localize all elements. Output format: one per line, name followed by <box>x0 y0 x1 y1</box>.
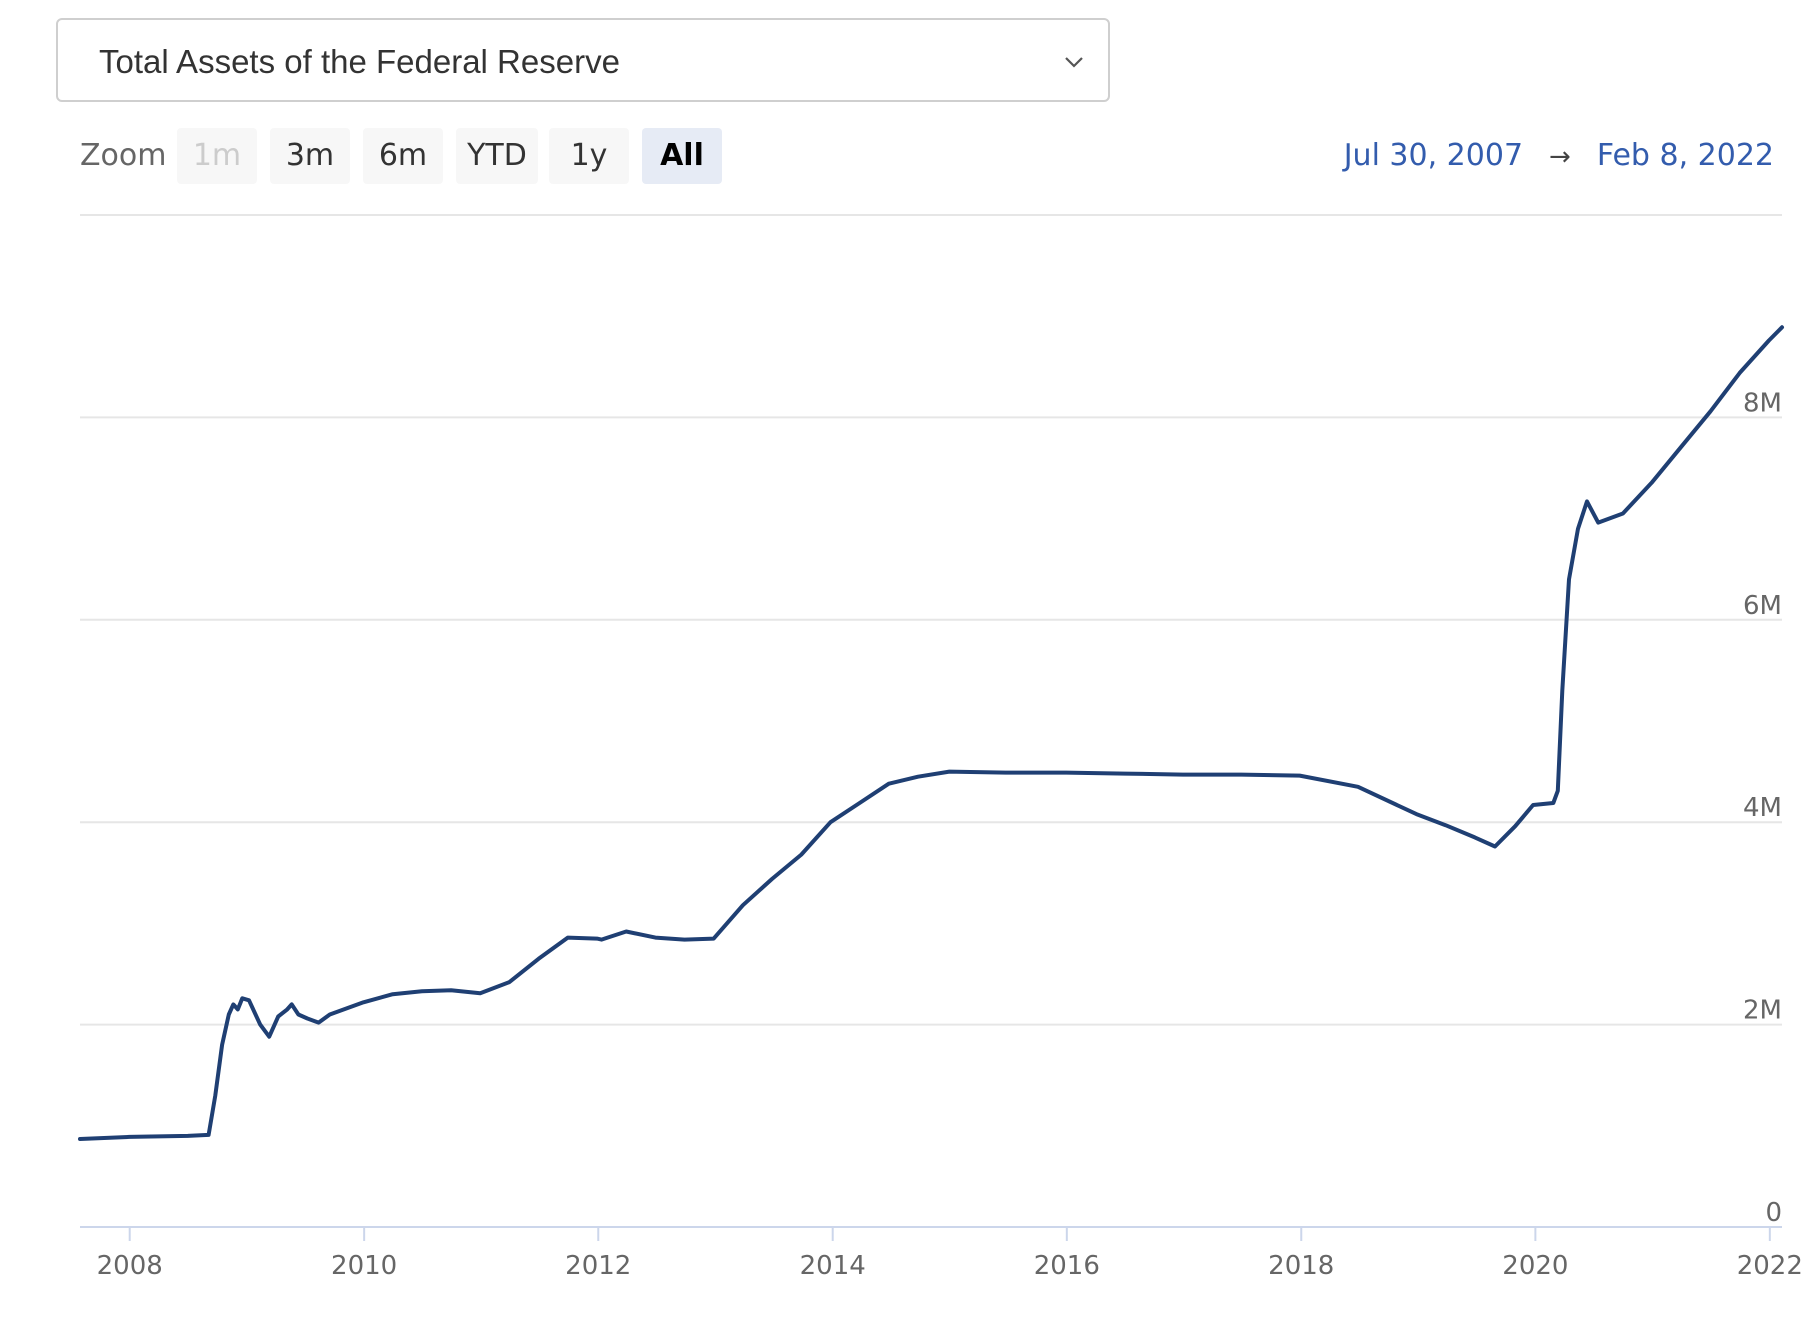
x-tick-label: 2018 <box>1268 1251 1334 1281</box>
x-tick-label: 2010 <box>331 1251 397 1281</box>
range-to[interactable]: Feb 8, 2022 <box>1596 138 1774 173</box>
y-tick-label: 2M <box>1743 996 1782 1026</box>
range-from[interactable]: Jul 30, 2007 <box>1343 138 1524 173</box>
zoom-button-ytd[interactable]: YTD <box>456 128 538 184</box>
series-selector[interactable]: Total Assets of the Federal Reserve <box>56 18 1110 102</box>
zoom-button-6m[interactable]: 6m <box>363 128 443 184</box>
x-tick-label: 2014 <box>800 1251 866 1281</box>
x-tick-label: 2016 <box>1034 1251 1100 1281</box>
y-tick-label: 8M <box>1743 388 1782 418</box>
zoom-button-all[interactable]: All <box>642 128 722 184</box>
range-arrow: → <box>1549 142 1571 172</box>
x-tick-label: 2020 <box>1502 1251 1568 1281</box>
chevron-down-icon <box>1065 57 1083 68</box>
zoom-label: Zoom <box>80 138 167 173</box>
y-tick-label: 6M <box>1743 591 1782 621</box>
y-tick-label: 0 <box>1765 1198 1782 1228</box>
series-selector-value: Total Assets of the Federal Reserve <box>99 43 620 80</box>
zoom-button-1m[interactable]: 1m <box>177 128 257 184</box>
date-range: Jul 30, 2007 → Feb 8, 2022 <box>1344 128 1774 184</box>
x-tick-label: 2012 <box>565 1251 631 1281</box>
zoom-button-3m[interactable]: 3m <box>270 128 350 184</box>
x-tick-label: 2022 <box>1737 1251 1803 1281</box>
y-tick-label: 4M <box>1743 793 1782 823</box>
series-line-total-assets[interactable] <box>78 325 1784 1141</box>
zoom-button-1y[interactable]: 1y <box>549 128 629 184</box>
x-tick-label: 2008 <box>97 1251 163 1281</box>
